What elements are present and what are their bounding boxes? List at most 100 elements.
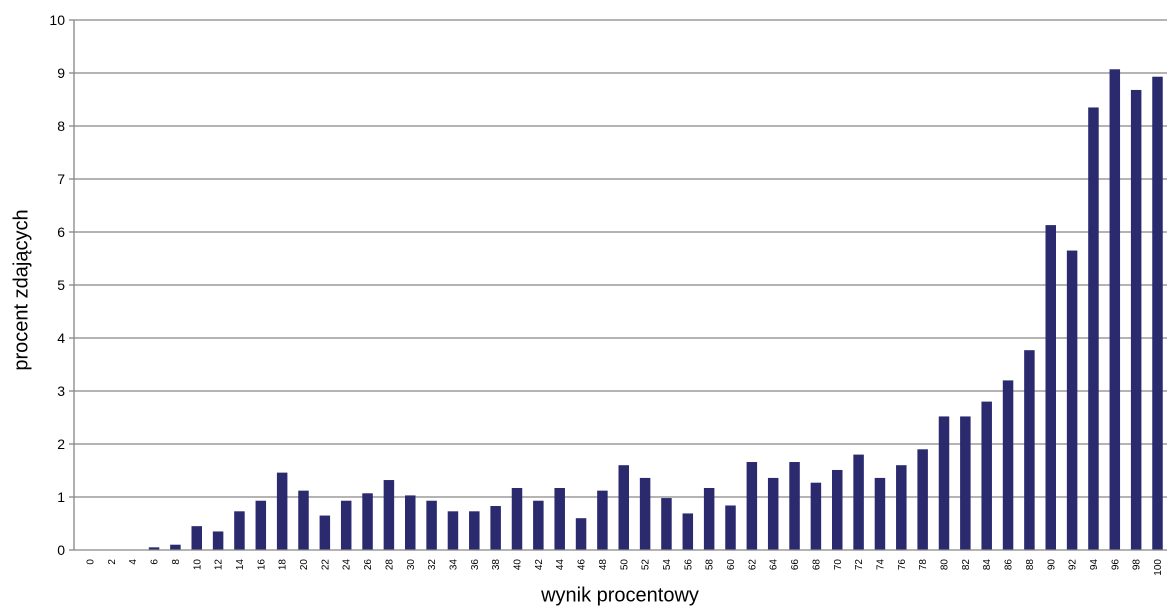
x-tick-label: 74 [875,559,886,571]
bars [148,69,1163,551]
y-tick-label: 2 [57,436,65,452]
x-tick-labels: 0 2 4 6 8 10 12 14 16 18 20 22 24 26 28 30 32 34 36 38 40 42 4… [86,559,1165,576]
x-tick-label: 54 [662,559,673,571]
bar-66 [789,462,800,550]
x-tick-label: 70 [833,559,844,571]
x-tick-label: 92 [1068,559,1079,571]
bar-20 [298,490,309,550]
bar-28 [383,480,395,550]
y-axis-label: procent zdających [10,209,33,371]
x-tick-label: 64 [769,559,780,571]
x-tick-label: 28 [384,559,395,571]
bar-68 [810,482,822,550]
x-tick-label: 10 [192,559,203,571]
x-tick-label: 40 [513,559,524,571]
bar-90 [1045,225,1056,551]
x-tick-label: 16 [256,559,267,571]
y-tick-labels: 0 1 2 3 4 5 6 7 8 9 10 [49,12,65,558]
bar-40 [511,487,523,550]
bar-30 [405,495,416,550]
y-tick-label: 8 [57,118,65,134]
bar-76 [896,465,907,550]
bar-26 [362,493,373,550]
bar-6 [148,547,160,550]
bar-72 [853,454,864,550]
bar-34 [447,511,459,550]
bar-60 [725,505,736,550]
bar-8 [170,544,181,550]
bar-16 [255,500,267,550]
x-tick-label: 66 [790,559,801,571]
x-tick-label: 22 [320,559,331,571]
bar-86 [1002,380,1014,550]
bar-82 [960,416,971,550]
x-tick-label: 20 [299,559,310,571]
bar-92 [1066,250,1078,551]
bar-78 [917,449,928,550]
y-tick-label: 0 [57,542,65,558]
x-tick-label: 38 [491,559,502,571]
y-tick-label: 5 [57,277,65,293]
bar-42 [533,500,544,550]
y-tick-label: 1 [57,489,65,505]
x-tick-label: 68 [811,559,822,571]
bar-56 [682,513,694,550]
bar-48 [597,490,608,550]
x-tick-label: 24 [342,559,353,571]
x-tick-label: 94 [1089,559,1100,571]
bar-98 [1130,89,1142,551]
y-tick-label: 4 [57,330,65,346]
bar-44 [554,487,565,550]
x-tick-label: 84 [982,559,993,571]
bar-96 [1109,69,1121,550]
x-tick-label: 72 [854,559,865,571]
y-tick-label: 7 [57,171,65,187]
bar-54 [661,498,672,550]
bar-50 [618,465,629,550]
x-tick-label: 96 [1110,559,1121,571]
x-tick-label: 4 [128,559,139,565]
bar-46 [575,518,587,550]
x-tick-label: 78 [918,559,929,571]
bar-10 [191,526,202,550]
x-tick-label: 46 [577,559,588,571]
x-tick-label: 56 [683,559,694,571]
x-tick-label: 0 [86,559,97,565]
bar-84 [981,401,992,550]
x-tick-label: 80 [940,559,951,571]
x-tick-label: 18 [278,559,289,571]
x-tick-label: 100 [1153,559,1164,576]
axes [69,19,1167,551]
x-tick-label: 36 [470,559,481,571]
bar-74 [874,477,886,550]
y-tick-label: 3 [57,383,65,399]
gridlines [74,19,1167,498]
bar-100 [1152,76,1163,551]
x-tick-label: 82 [961,559,972,571]
bar-80 [938,416,950,550]
bar-12 [212,531,224,550]
x-tick-label: 86 [1004,559,1015,571]
bar-94 [1088,107,1099,550]
x-tick-label: 8 [171,559,182,565]
x-tick-label: 52 [641,559,652,571]
bar-32 [426,500,437,550]
x-tick-label: 98 [1132,559,1143,571]
x-tick-label: 34 [448,559,459,571]
x-tick-label: 76 [897,559,908,571]
x-tick-label: 14 [235,559,246,571]
x-tick-label: 62 [747,559,758,571]
bar-52 [639,477,651,550]
y-tick-label: 10 [49,12,65,28]
bar-70 [832,469,843,550]
bar-64 [767,477,779,550]
bar-24 [340,500,352,550]
x-axis-label: wynik procentowy [541,584,699,607]
x-tick-label: 44 [555,559,566,571]
y-tick-label: 6 [57,224,65,240]
bar-38 [490,506,501,550]
bar-36 [469,511,480,550]
bar-22 [319,515,331,550]
x-tick-label: 6 [150,559,161,565]
x-tick-label: 2 [107,559,118,565]
